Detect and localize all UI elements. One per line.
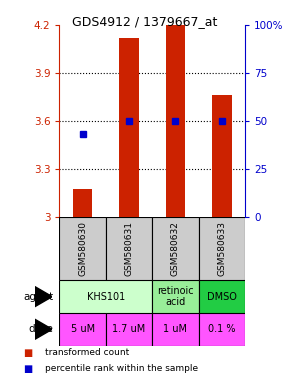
Bar: [152, 313, 199, 346]
Bar: [59, 217, 106, 280]
Bar: [199, 313, 245, 346]
Bar: [119, 38, 139, 217]
Bar: [106, 217, 152, 280]
Bar: [199, 217, 245, 280]
Text: transformed count: transformed count: [45, 348, 129, 357]
Bar: [152, 217, 199, 280]
Text: DMSO: DMSO: [207, 291, 237, 302]
Bar: [106, 313, 152, 346]
Text: 1 uM: 1 uM: [164, 324, 187, 334]
Text: dose: dose: [29, 324, 54, 334]
Text: GSM580633: GSM580633: [217, 221, 226, 276]
Polygon shape: [35, 319, 52, 339]
Text: retinoic
acid: retinoic acid: [157, 286, 194, 308]
Bar: [73, 189, 93, 217]
Text: ■: ■: [23, 348, 32, 358]
Bar: [199, 280, 245, 313]
Text: 0.1 %: 0.1 %: [208, 324, 235, 334]
Text: GSM580632: GSM580632: [171, 221, 180, 276]
Bar: [59, 313, 106, 346]
Polygon shape: [35, 286, 52, 307]
Bar: [59, 280, 152, 313]
Text: GSM580630: GSM580630: [78, 221, 87, 276]
Bar: [152, 280, 199, 313]
Text: 5 uM: 5 uM: [70, 324, 95, 334]
Bar: [212, 95, 232, 217]
Text: percentile rank within the sample: percentile rank within the sample: [45, 364, 198, 373]
Text: GSM580631: GSM580631: [124, 221, 134, 276]
Bar: [166, 25, 185, 217]
Text: ■: ■: [23, 364, 32, 374]
Text: agent: agent: [23, 291, 54, 302]
Text: GDS4912 / 1379667_at: GDS4912 / 1379667_at: [72, 15, 218, 28]
Text: 1.7 uM: 1.7 uM: [113, 324, 146, 334]
Text: KHS101: KHS101: [87, 291, 125, 302]
